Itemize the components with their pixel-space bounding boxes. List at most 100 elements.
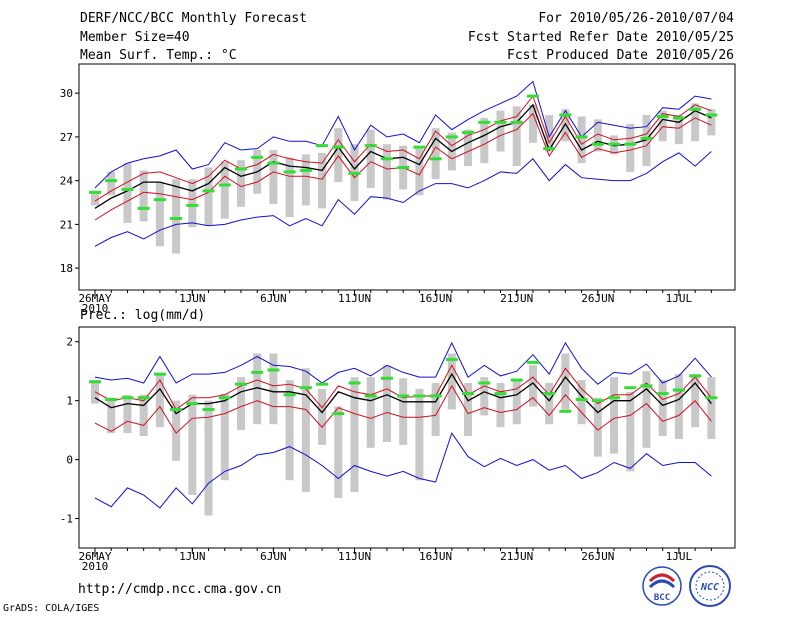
prec-green-mark-21 — [429, 394, 442, 398]
temp-green-mark-12 — [283, 170, 296, 174]
temp-y-tick-label: 27 — [60, 131, 73, 144]
prec-green-mark-33 — [624, 386, 637, 390]
temp-x-tick-label: 1JUN — [179, 292, 206, 305]
prec-spread-box-6 — [188, 394, 197, 495]
temp-green-mark-19 — [397, 166, 410, 170]
prec-spread-box-35 — [658, 380, 667, 437]
prec-spread-box-34 — [642, 371, 651, 448]
temp-spread-box-6 — [188, 179, 197, 228]
temp-green-mark-3 — [137, 206, 150, 210]
temp-spread-box-12 — [285, 157, 294, 218]
source-url[interactable]: http://cmdp.ncc.cma.gov.cn — [78, 582, 282, 597]
temp-green-mark-15 — [332, 145, 345, 149]
temp-year-label: 2010 — [82, 302, 109, 315]
prec-spread-box-4 — [155, 374, 164, 428]
temp-spread-box-28 — [545, 115, 554, 152]
grads-credit: GrADS: COLA/IGES — [3, 603, 100, 614]
temp-green-mark-29 — [559, 113, 572, 117]
temperature-panel: 18 21 24 27 30 26MAY 1JUN 6JUN 11JUN 16JUN 21JUN 26… — [60, 63, 736, 315]
chart-title: DERF/NCC/BCC Monthly Forecast — [80, 11, 307, 26]
prec-green-mark-6 — [186, 402, 199, 406]
prec-spread-box-12 — [285, 380, 294, 481]
temp-green-mark-37 — [689, 107, 702, 111]
temp-green-mark-11 — [267, 161, 280, 165]
temp-spread-box-24 — [480, 117, 489, 164]
prec-green-mark-32 — [608, 396, 621, 400]
prec-green-mark-26 — [510, 378, 523, 382]
temp-x-tick-label: 11JUN — [338, 292, 371, 305]
temp-x-tick-label: 1JUL — [666, 292, 693, 305]
temp-spread-box-20 — [415, 148, 424, 196]
prec-spread-box-7 — [204, 400, 213, 516]
temp-green-mark-13 — [299, 168, 312, 172]
member-size: Member Size=40 — [80, 30, 190, 45]
prec-green-mark-12 — [283, 393, 296, 397]
bcc-logo-ring — [642, 566, 682, 606]
temp-green-mark-22 — [445, 135, 458, 139]
prec-spread-box-30 — [577, 380, 586, 425]
prec-spread-box-9 — [236, 377, 245, 431]
temp-spread-box-29 — [561, 109, 570, 142]
temp-green-mark-23 — [462, 131, 475, 135]
temp-green-mark-14 — [316, 144, 329, 148]
prec-green-mark-11 — [267, 368, 280, 372]
prec-spread-box-21 — [431, 382, 440, 437]
prec-green-mark-34 — [640, 384, 653, 388]
prec-series-lower — [94, 384, 712, 434]
prec-green-mark-22 — [445, 357, 458, 361]
variable-label: Mean Surf. Temp.: °C — [80, 48, 237, 63]
temp-spread-box-13 — [301, 154, 310, 206]
prec-green-mark-35 — [656, 392, 669, 396]
temp-green-mark-4 — [153, 198, 166, 202]
prec-green-mark-23 — [462, 392, 475, 396]
prec-green-mark-15 — [332, 412, 345, 416]
prec-green-mark-19 — [397, 394, 410, 398]
temp-green-mark-31 — [591, 142, 604, 146]
prec-y-tick-label: 2 — [66, 336, 73, 349]
temp-x-tick-label: 6JUN — [260, 292, 287, 305]
temp-spread-box-26 — [512, 106, 521, 167]
prec-green-mark-16 — [348, 381, 361, 385]
prec-green-mark-38 — [705, 396, 718, 400]
temp-green-mark-10 — [251, 155, 264, 159]
prec-green-mark-9 — [234, 382, 247, 386]
prec-green-mark-36 — [672, 388, 685, 392]
prec-x-tick-label: 16JUN — [419, 550, 452, 563]
prec-green-mark-25 — [494, 392, 507, 396]
prec-series-min — [94, 431, 712, 509]
temp-green-mark-35 — [656, 114, 669, 118]
prec-green-mark-0 — [89, 380, 101, 384]
prec-green-mark-1 — [105, 397, 118, 401]
prec-green-mark-31 — [591, 399, 604, 403]
prec-green-mark-29 — [559, 409, 572, 413]
temp-spread-box-5 — [172, 179, 181, 254]
prec-spread-box-11 — [269, 353, 278, 425]
prec-x-tick-label: 21JUN — [500, 550, 533, 563]
temp-spread-box-3 — [139, 170, 148, 222]
prec-green-mark-2 — [121, 396, 134, 400]
temp-spread-box-7 — [204, 167, 213, 226]
prec-spread-box-23 — [464, 382, 473, 437]
prec-spread-box-5 — [172, 400, 181, 461]
bcc-logo: BCC — [642, 566, 682, 606]
refer-date: Fcst Started Refer Date 2010/05/25 — [467, 30, 734, 45]
temp-green-mark-9 — [234, 167, 247, 171]
prec-spread-box-18 — [382, 365, 391, 442]
prec-year-label: 2010 — [82, 560, 109, 573]
prec-green-mark-5 — [170, 408, 183, 412]
prec-spread-box-14 — [318, 388, 327, 445]
prec-spread-box-29 — [561, 353, 570, 410]
temp-green-mark-7 — [202, 189, 215, 193]
prec-green-mark-18 — [380, 376, 393, 380]
temp-green-mark-8 — [218, 183, 231, 187]
prec-green-mark-28 — [543, 392, 556, 396]
temp-y-tick-label: 30 — [60, 87, 73, 100]
temp-spread-box-25 — [496, 110, 505, 152]
prec-green-mark-30 — [575, 397, 588, 401]
prec-spread-box-27 — [528, 365, 537, 407]
temp-spread-box-33 — [626, 123, 635, 172]
bcc-logo-red-arc — [648, 573, 676, 583]
temp-spread-box-30 — [577, 116, 586, 164]
prec-spread-box-24 — [480, 377, 489, 416]
temp-green-mark-6 — [186, 203, 199, 207]
